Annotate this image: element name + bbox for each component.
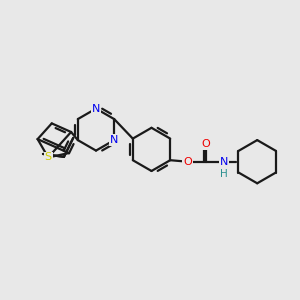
Text: N: N xyxy=(220,157,228,167)
Text: O: O xyxy=(183,157,192,167)
Text: O: O xyxy=(201,139,210,149)
Text: N: N xyxy=(110,135,118,145)
Text: H: H xyxy=(220,169,228,179)
Text: N: N xyxy=(92,103,100,114)
Text: S: S xyxy=(45,152,52,162)
